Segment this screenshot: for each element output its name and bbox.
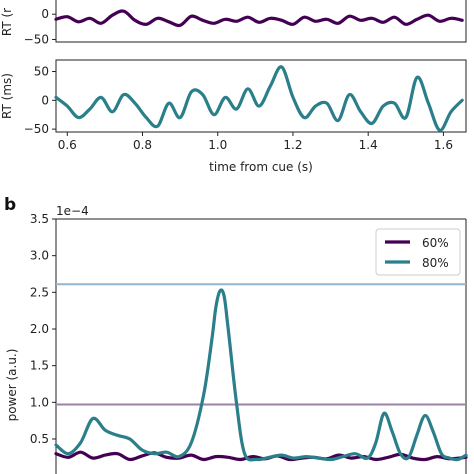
legend-label-80: 80%	[422, 256, 449, 270]
ytick-label: 2.5	[30, 285, 49, 299]
panel-b-letter: b	[4, 195, 16, 215]
legend: 60% 80%	[375, 228, 461, 276]
ytick-label: 3.0	[30, 249, 49, 263]
ytick-label: 2.0	[30, 322, 49, 336]
xtick-label: 1.6	[434, 138, 453, 152]
xtick-label: 0.6	[58, 138, 77, 152]
panel-b: b 1e−4 0.5 1.0 1.5 2.0 2.5 3.0 3.5 power (a.u.…	[4, 195, 468, 474]
series-line-80pct	[54, 288, 468, 462]
xtick-label: 1.0	[208, 138, 227, 152]
panel-top-1: 0 −50 RT (r	[0, 0, 467, 46]
ytick-label: 3.5	[30, 212, 49, 226]
top-xlabel: time from cue (s)	[209, 160, 313, 174]
ytick-label: 1.5	[30, 359, 49, 373]
ytick-label: 0.5	[30, 432, 49, 446]
ytick-label: −50	[24, 32, 49, 46]
ytick-label: −50	[24, 122, 49, 136]
series-line-top-1	[54, 9, 464, 28]
xtick-label: 0.8	[133, 138, 152, 152]
top-2-ylabel: RT (ms)	[0, 73, 14, 119]
ytick-label: 1.0	[30, 395, 49, 409]
legend-label-60: 60%	[422, 236, 449, 250]
series-line-top-2	[54, 65, 464, 132]
b-ylabel: power (a.u.)	[5, 349, 19, 422]
xtick-label: 1.2	[283, 138, 302, 152]
ytick-label: 0	[41, 7, 49, 21]
xtick-label: 1.4	[359, 138, 378, 152]
ytick-label: 0	[41, 93, 49, 107]
panel-b-offset-text: 1e−4	[56, 204, 89, 218]
panel-top-2-frame	[55, 59, 467, 133]
series-line-60pct	[54, 450, 468, 462]
panel-top-2: 50 0 −50 0.6 0.8 1.0 1.2 1.4 1.6 RT (ms) time f…	[0, 59, 467, 174]
ytick-label: 50	[34, 65, 49, 79]
top-1-ylabel: RT (r	[0, 8, 14, 36]
